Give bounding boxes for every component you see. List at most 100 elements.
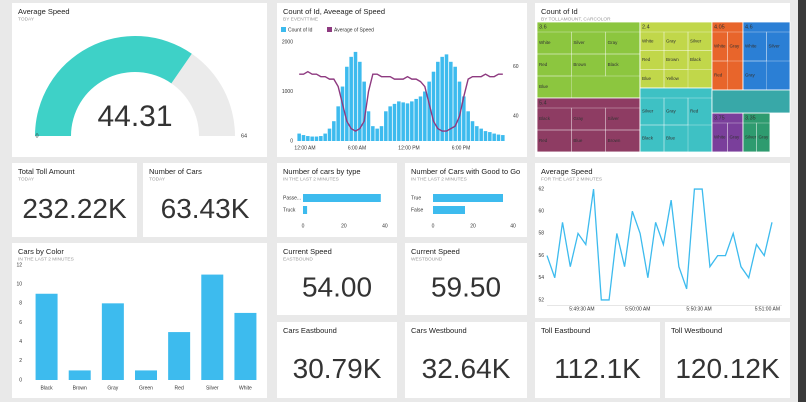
treemap-group-label: 3.75 — [714, 115, 725, 121]
treemap-cell-label: Black — [539, 116, 551, 121]
tile-title: Number of cars by type — [283, 167, 361, 176]
bar — [492, 133, 496, 141]
legend-swatch — [281, 27, 286, 32]
bar — [375, 128, 379, 141]
x-tick-label: 40 — [382, 223, 388, 229]
y-tick-label: 0 — [290, 138, 293, 144]
tile-subtitle: BY EVENTTIME — [283, 16, 318, 22]
bar — [35, 293, 58, 380]
treemap-cell-label: White — [745, 44, 757, 49]
x-tick-label: 20 — [470, 223, 476, 229]
bar — [488, 132, 492, 141]
treemap-group-label: 3.6 — [539, 24, 547, 30]
treemap-cell-label: Black — [642, 136, 654, 141]
gauge-max: 64 — [241, 133, 247, 139]
bar — [319, 136, 323, 141]
kpi-value: 54.00 — [302, 271, 372, 302]
bar — [340, 86, 345, 141]
treemap-cell-label: Brown — [666, 57, 679, 62]
bar — [135, 370, 157, 380]
x-tick-label: 12:00 PM — [398, 145, 419, 151]
bar — [449, 61, 453, 141]
tile-subtitle: WESTBOUND — [411, 256, 443, 262]
treemap-group-label: 4.05 — [714, 24, 725, 30]
x-tick-label: 0 — [302, 223, 305, 229]
treemap-cell-label: Red — [714, 73, 723, 78]
bar — [433, 194, 503, 202]
treemap-cell-label: Gray — [608, 40, 619, 45]
x-tick-label: 5:50:30 AM — [686, 306, 711, 312]
x-tick-label: Brown — [73, 385, 87, 391]
treemap-cell-label: White — [714, 44, 726, 49]
tile-title: Average Speed — [18, 7, 70, 16]
bar — [397, 101, 401, 141]
tile-title: Count of Id — [541, 7, 578, 16]
y2-tick-label: 60 — [513, 64, 519, 70]
bar — [353, 51, 358, 141]
kpi-value: 59.50 — [431, 271, 501, 302]
bar — [168, 332, 191, 380]
bar — [392, 103, 397, 141]
treemap-cell-label: Red — [539, 62, 548, 67]
bar — [453, 66, 457, 141]
treemap-group-label: 2.4 — [642, 24, 650, 30]
treemap-cell-label: Silver — [642, 109, 654, 114]
kpi-value: 30.79K — [293, 353, 382, 384]
gauge-min: 0 — [35, 133, 38, 139]
kpi-value: 32.64K — [422, 353, 511, 384]
tile-title: Toll Eastbound — [541, 326, 590, 335]
y-tick-label: 62 — [538, 186, 544, 192]
x-tick-label: White — [239, 385, 252, 391]
x-tick-label: Silver — [206, 385, 219, 391]
bar — [418, 96, 423, 141]
tile-subtitle: BY TOLLAMOUNT, CARCOLOR — [541, 16, 611, 22]
tile — [405, 243, 527, 315]
x-tick-label: 20 — [341, 223, 347, 229]
treemap-cell-label: Blue — [642, 76, 652, 81]
bar — [436, 61, 440, 141]
y-tick-label: 0 — [19, 377, 22, 383]
treemap-cell-label: Red — [642, 57, 651, 62]
bar — [297, 133, 301, 141]
treemap-cell-label: Silver — [690, 39, 702, 44]
bar — [332, 121, 336, 141]
tile-title: Current Speed — [411, 247, 460, 256]
bar — [501, 135, 505, 141]
treemap-group-label: 3.35 — [745, 115, 756, 121]
bar — [431, 71, 436, 141]
bar — [362, 81, 366, 141]
kpi-value: 232.22K — [22, 193, 127, 224]
tile-subtitle: FOR THE LAST 2 MINUTES — [541, 176, 602, 182]
category-label: Passe... — [283, 195, 301, 201]
bar — [462, 96, 466, 141]
bar — [475, 126, 479, 141]
bar — [483, 131, 488, 141]
bar — [410, 101, 414, 141]
kpi-value: 112.1K — [554, 353, 641, 384]
bar — [336, 106, 340, 141]
bar — [433, 206, 465, 214]
bar — [379, 126, 384, 141]
treemap-cell — [756, 122, 771, 153]
bar — [496, 134, 501, 141]
y-tick-label: 2 — [19, 358, 22, 364]
tile — [277, 322, 397, 398]
tile — [143, 163, 267, 237]
y-tick-label: 12 — [16, 262, 22, 268]
bar — [358, 61, 362, 141]
bar — [303, 194, 381, 202]
y-tick-label: 6 — [19, 320, 22, 326]
bar — [366, 111, 371, 141]
gauge-fill — [35, 35, 192, 136]
scrollbar — [798, 0, 806, 402]
gauge-value: 44.31 — [97, 100, 172, 133]
treemap-cell-label: Gray — [745, 73, 756, 78]
treemap-cell-label: Gray — [666, 109, 677, 114]
legend-swatch — [327, 27, 332, 32]
category-label: True — [411, 195, 421, 201]
category-label: Truck — [283, 207, 296, 213]
treemap-cell-label: Black — [608, 62, 620, 67]
bar — [303, 206, 308, 214]
treemap-cell-label: Gray — [730, 44, 741, 49]
x-tick-label: 5:50:00 AM — [625, 306, 650, 312]
